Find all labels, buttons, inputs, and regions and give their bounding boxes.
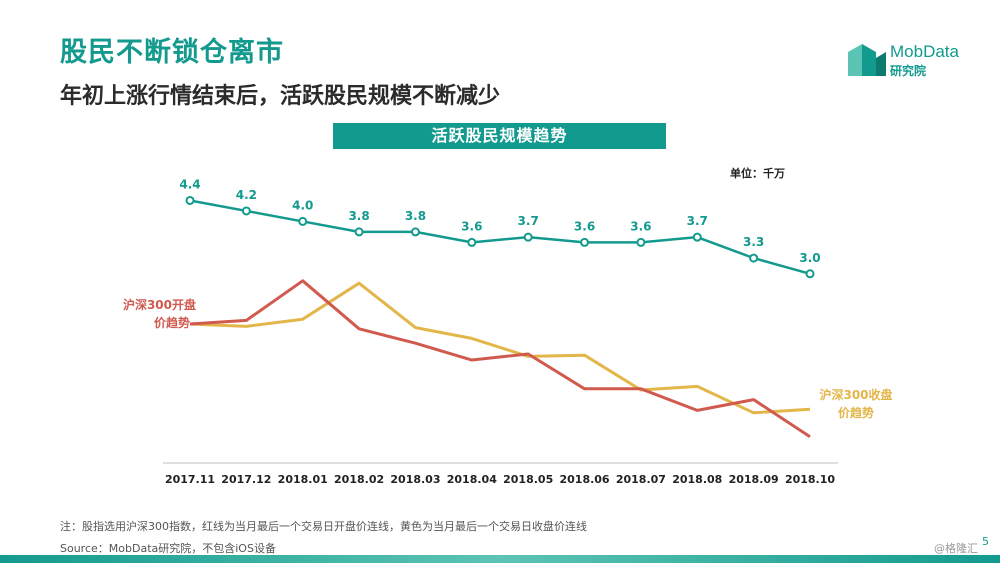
hs300-close-legend-line1: 沪深300收盘 (819, 388, 893, 402)
page-number: 5 (982, 535, 989, 548)
footer-stripe (0, 555, 1000, 563)
active-users-data-label: 3.8 (348, 209, 369, 223)
active-users-point (185, 195, 195, 205)
active-users-data-label: 4.0 (292, 198, 313, 212)
active-users-point (692, 232, 702, 242)
logo-brand-text: MobData (890, 42, 959, 61)
hs300-close-legend-label: 沪深300收盘 价趋势 (806, 386, 906, 422)
active-users-data-label: 3.0 (799, 251, 820, 265)
hs300-open-legend-line2: 价趋势 (153, 316, 190, 330)
hs300-open-legend-line1: 沪深300开盘 (122, 298, 196, 312)
active-users-point (241, 206, 251, 216)
active-users-data-label: 4.2 (236, 188, 257, 202)
hs300-open-line (189, 279, 811, 439)
footnote: 注：股指选用沪深300指数，红线为当月最后一个交易日开盘价连线，黄色为当月最后一… (60, 520, 587, 533)
source-text: Source：MobData研究院，不包含iOS设备 (60, 542, 276, 555)
active-users-data-label: 3.7 (518, 214, 539, 228)
x-tick-label: 2017.11 (165, 473, 215, 486)
mobdata-logo-icon (848, 44, 886, 76)
active-users-point (805, 269, 815, 279)
x-tick-label: 2018.05 (503, 473, 553, 486)
hs300-open-legend-label: 沪深300开盘 价趋势 (96, 296, 196, 332)
active-users-data-label: 3.6 (574, 219, 595, 233)
x-tick-label: 2017.12 (221, 473, 271, 486)
active-users-point (523, 232, 533, 242)
x-tick-label: 2018.08 (672, 473, 722, 486)
watermark-text: @格隆汇 (934, 542, 978, 555)
active-users-data-label: 3.6 (461, 219, 482, 233)
logo-sub-text: 研究院 (890, 64, 927, 78)
active-users-data-label: 3.8 (405, 209, 426, 223)
active-users-line (189, 199, 811, 276)
active-users-point (298, 216, 308, 226)
active-users-point (354, 227, 364, 237)
active-users-point (580, 237, 590, 247)
chart-title-banner: 活跃股民规模趋势 (333, 123, 666, 149)
hs300-close-legend-line2: 价趋势 (837, 406, 874, 420)
x-tick-label: 2018.01 (278, 473, 328, 486)
x-tick-label: 2018.02 (334, 473, 384, 486)
x-tick-label: 2018.06 (559, 473, 609, 486)
page-title: 股民不断锁仓离市 (60, 37, 284, 68)
page-subtitle: 年初上涨行情结束后，活跃股民规模不断减少 (60, 84, 501, 109)
active-users-point (636, 237, 646, 247)
active-users-data-label: 3.6 (630, 219, 651, 233)
x-tick-label: 2018.07 (616, 473, 666, 486)
active-users-point (410, 227, 420, 237)
active-users-data-label: 3.7 (687, 214, 708, 228)
active-users-data-label: 3.3 (743, 235, 764, 249)
unit-label: 单位：千万 (730, 167, 785, 180)
x-tick-label: 2018.10 (785, 473, 835, 486)
hs300-close-line (189, 281, 811, 415)
active-users-point (467, 237, 477, 247)
x-tick-label: 2018.09 (729, 473, 779, 486)
active-users-data-label: 4.4 (179, 177, 200, 191)
active-users-point (749, 253, 759, 263)
x-tick-label: 2018.04 (447, 473, 497, 486)
x-tick-label: 2018.03 (390, 473, 440, 486)
